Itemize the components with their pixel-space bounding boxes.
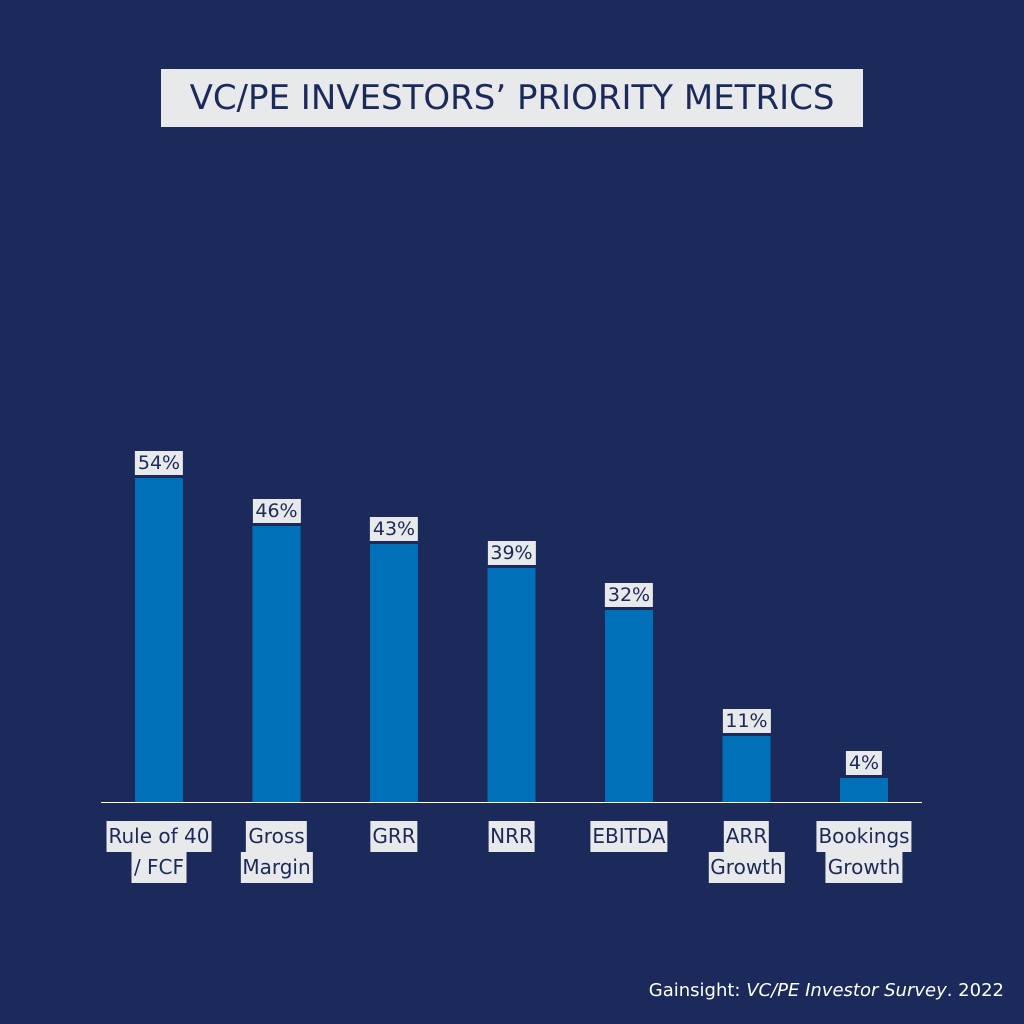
source-suffix: . 2022 xyxy=(946,980,1004,1001)
bar xyxy=(840,778,888,802)
bar xyxy=(252,526,301,802)
category-label-line: EBITDA xyxy=(590,821,668,852)
category-label: ARR Growth xyxy=(708,821,785,883)
category-label-line: Growth xyxy=(825,852,903,883)
category-label-line: ARR xyxy=(723,821,770,852)
bar xyxy=(487,568,536,802)
category-label: EBITDA xyxy=(590,821,668,852)
category-label-line: Margin xyxy=(240,852,313,883)
data-label: 32% xyxy=(604,583,654,607)
data-label: 54% xyxy=(134,451,184,475)
category-label: GRR xyxy=(370,821,418,852)
source-prefix: Gainsight: xyxy=(648,980,747,1001)
data-label: 43% xyxy=(369,517,419,541)
bar xyxy=(370,544,418,802)
bar xyxy=(605,610,653,802)
bar xyxy=(135,478,183,802)
category-label-line: NRR xyxy=(488,821,535,852)
category-label-line: Bookings xyxy=(816,821,912,852)
bar xyxy=(722,736,771,802)
category-label: Bookings Growth xyxy=(816,821,912,883)
data-label: 46% xyxy=(252,499,301,523)
chart-title: VC/PE INVESTORS’ PRIORITY METRICS xyxy=(161,69,863,127)
data-label: 39% xyxy=(487,541,536,565)
category-label: Rule of 40/ FCF xyxy=(106,821,212,883)
data-label: 11% xyxy=(722,709,771,733)
category-label-line: / FCF xyxy=(131,852,187,883)
category-label-line: GRR xyxy=(370,821,418,852)
category-label-line: Rule of 40 xyxy=(106,821,212,852)
category-label-line: Gross xyxy=(246,821,307,852)
category-label-line: Growth xyxy=(708,852,785,883)
category-label: Gross Margin xyxy=(240,821,313,883)
data-label: 4% xyxy=(845,751,883,775)
source-title: VC/PE Investor Survey xyxy=(746,980,947,1001)
category-label: NRR xyxy=(488,821,535,852)
source-citation: Gainsight: VC/PE Investor Survey. 2022 xyxy=(649,978,1004,1004)
